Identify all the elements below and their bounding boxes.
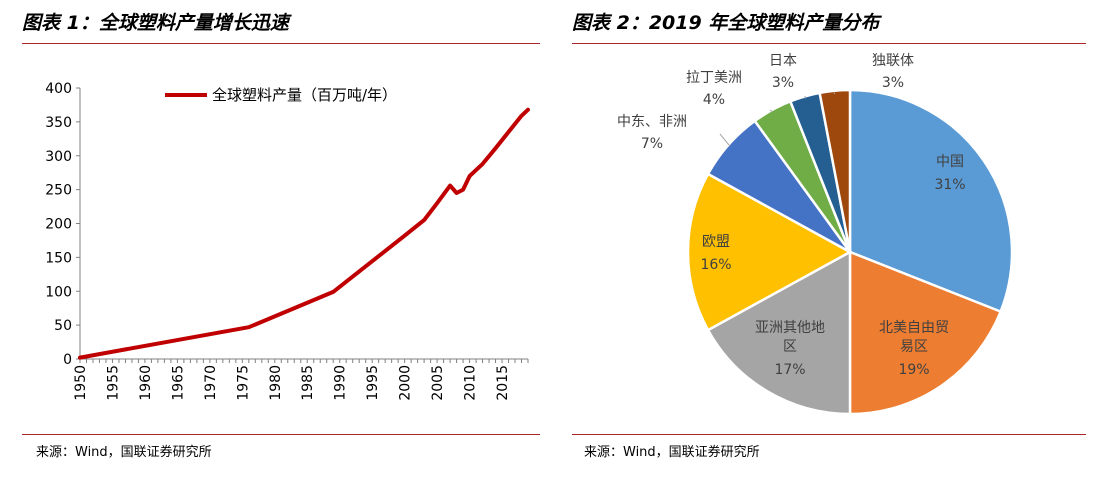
- left-source-rule: [22, 434, 540, 435]
- right-title-rule: [572, 43, 1086, 44]
- x-tick-label: 2005: [430, 365, 446, 401]
- left-source-note: 来源：Wind，国联证券研究所: [36, 445, 212, 460]
- legend-label: 全球塑料产量（百万吨/年）: [212, 86, 397, 104]
- x-tick-label: 2000: [398, 365, 414, 401]
- y-tick-label: 250: [45, 183, 72, 199]
- y-tick-label: 100: [45, 284, 72, 300]
- x-tick-label: 1990: [333, 365, 349, 401]
- y-tick-label: 50: [54, 318, 72, 334]
- x-tick-label: 1970: [203, 365, 219, 401]
- pie-slice: [686, 172, 853, 332]
- pie-leader-line: [833, 92, 836, 95]
- pie-slice: [848, 250, 1003, 416]
- y-tick-label: 400: [45, 81, 72, 97]
- pie-slice-label: 北美自由贸: [879, 320, 949, 336]
- x-tick-label: 2010: [463, 365, 479, 401]
- pie-slice-label: 拉丁美洲: [686, 70, 742, 86]
- left-chart-title: 图表 1：全球塑料产量增长迅速: [22, 12, 289, 34]
- right-source-note: 来源：Wind，国联证券研究所: [584, 445, 760, 460]
- pie-slice-label: 中东、非洲: [617, 114, 687, 130]
- pie-slice-label: 欧盟: [702, 234, 730, 250]
- pie-slice-label: 亚洲其他地: [755, 320, 825, 336]
- pie-slice-percent: 16%: [700, 257, 731, 273]
- pie-slice-label: 易区: [900, 339, 928, 355]
- pie-slice-percent: 31%: [934, 177, 965, 193]
- pie-slice: [818, 88, 852, 253]
- pie-slice-percent: 19%: [898, 362, 929, 378]
- pie-slice-label: 独联体: [872, 53, 914, 69]
- pie-slice-label: 中国: [936, 154, 964, 170]
- pie-slice-percent: 3%: [882, 75, 904, 91]
- pie-slice: [848, 88, 1014, 314]
- x-tick-label: 1985: [300, 365, 316, 401]
- x-tick-label: 2015: [495, 365, 511, 401]
- x-tick-label: 1980: [268, 365, 284, 401]
- pie-slice-percent: 4%: [703, 92, 725, 108]
- pie-slice: [706, 249, 852, 416]
- pie-slice-label: 日本: [769, 53, 797, 69]
- pie-slice-percent: 3%: [772, 75, 794, 91]
- pie-slice-label: 区: [783, 339, 797, 355]
- y-tick-label: 150: [45, 250, 72, 266]
- pie-leader-line: [769, 109, 774, 113]
- right-chart-title: 图表 2：2019 年全球塑料产量分布: [572, 12, 880, 34]
- y-tick-label: 350: [45, 115, 72, 131]
- y-tick-label: 0: [63, 352, 72, 368]
- y-tick-label: 200: [45, 217, 72, 233]
- x-tick-label: 1960: [138, 365, 154, 401]
- series-line-plastic-production: [78, 107, 530, 360]
- x-tick-label: 1995: [365, 365, 381, 401]
- left-title-rule: [22, 43, 540, 44]
- x-tick-label: 1975: [235, 365, 251, 401]
- pie-slice-percent: 7%: [641, 136, 663, 152]
- y-tick-label: 300: [45, 149, 72, 165]
- x-tick-label: 1965: [170, 365, 186, 401]
- pie-leader-line: [719, 133, 731, 147]
- x-tick-label: 1955: [105, 365, 121, 401]
- pie-slice-percent: 17%: [774, 362, 805, 378]
- x-tick-label: 1950: [73, 365, 89, 401]
- right-source-rule: [572, 434, 1086, 435]
- line-chart: 0 50 100 150 200 250 300 350 400 1950 1955 1960 1965…: [45, 81, 530, 401]
